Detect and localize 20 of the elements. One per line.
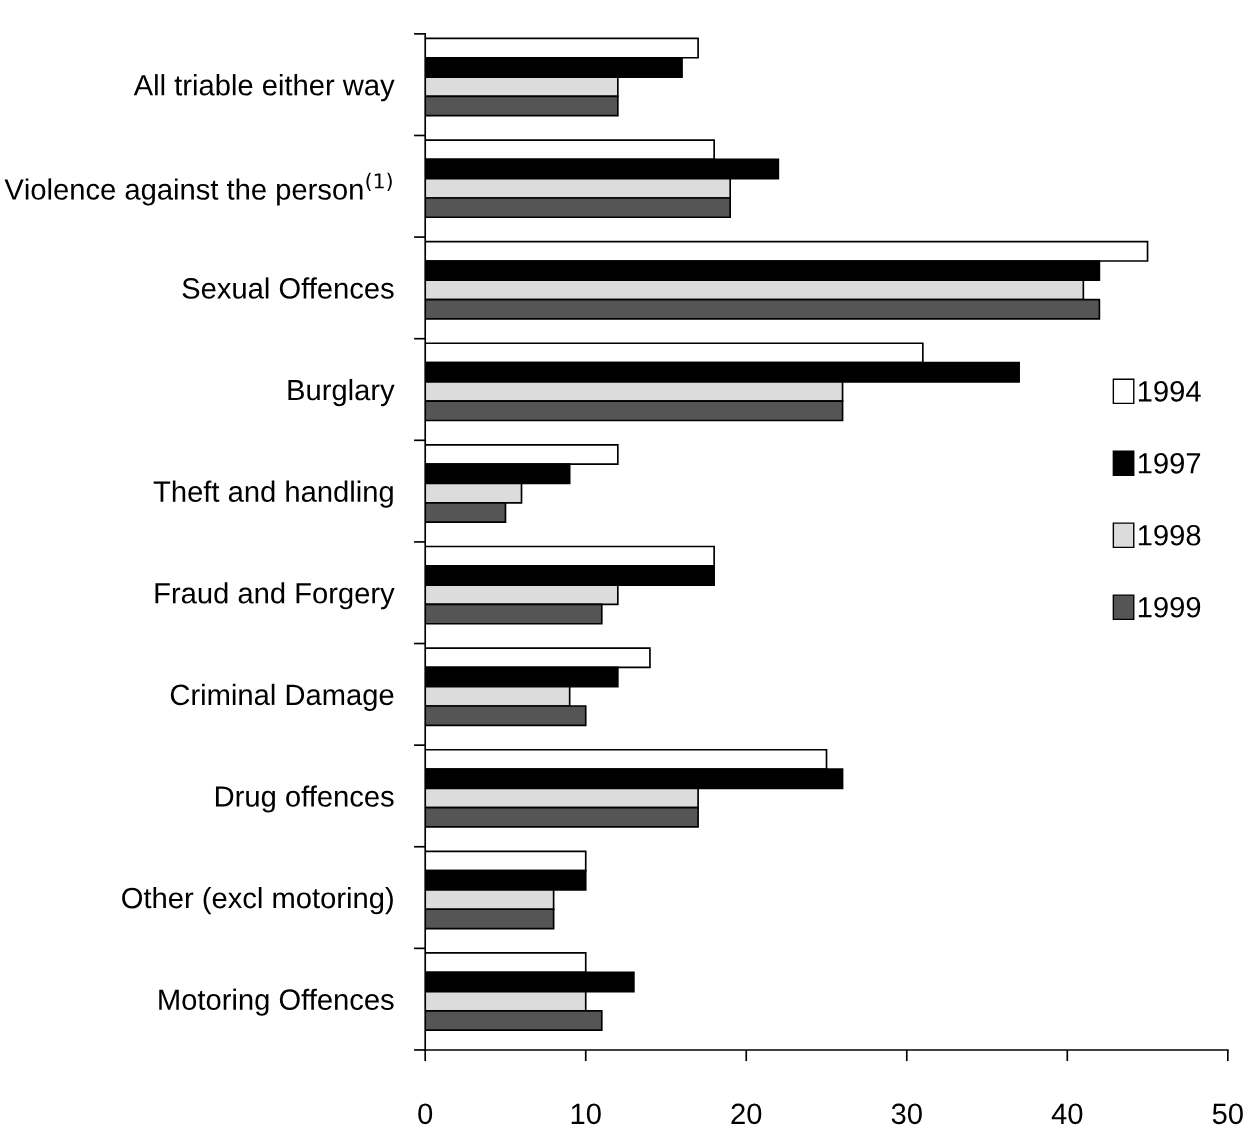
y-tick-label: All triable either way [133,74,395,102]
y-tick-label: Fraud and Forgery [155,582,395,610]
legend-label: 1999 [1138,596,1201,618]
y-tick-label: Other (excl motoring) [122,886,393,915]
x-tick-label: 10 [571,1103,601,1125]
x-tick-label: 30 [891,1103,922,1125]
legend-label: 1997 [1138,452,1201,474]
y-tick-label: Theft and handling [153,480,393,508]
y-tick-label: Motoring Offences [159,988,394,1016]
y-tick-label: Criminal Damage [170,683,394,711]
legend-label: 1994 [1138,381,1201,402]
x-tick-label: 0 [418,1103,433,1125]
y-tick-label: Sexual Offences [182,277,394,299]
legend-label: 1998 [1138,524,1201,546]
y-tick-label: Violence against the person$^{(1)}$ [4,172,392,206]
x-tick-label: 20 [731,1103,762,1125]
x-tick-label: 50 [1212,1103,1243,1125]
y-tick-label: Burglary [288,378,395,407]
x-tick-label: 40 [1051,1103,1083,1125]
y-tick-label: Drug offences [215,785,394,813]
